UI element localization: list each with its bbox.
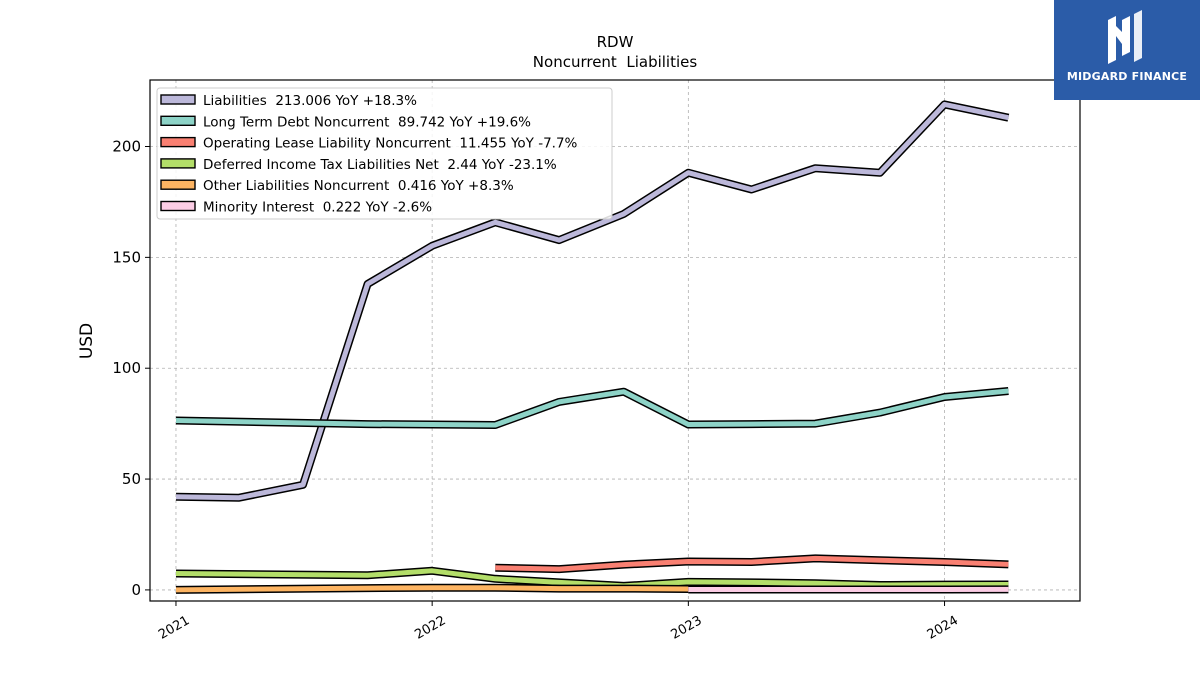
series-line-other-liabilities-noncurrent — [175, 585, 689, 593]
series-line-long-term-debt-noncurrent — [175, 388, 1009, 428]
legend-box — [156, 87, 613, 220]
chart-title: RDW — [597, 33, 634, 51]
y-tick-label: 150 — [112, 248, 141, 266]
legend-swatch — [160, 136, 196, 148]
x-tick-label: 2021 — [156, 613, 192, 643]
plot-frame — [149, 79, 1081, 602]
legend-label: Minority Interest 0.222 YoY -2.6% — [203, 200, 432, 216]
legend-label: Deferred Income Tax Liabilities Net 2.44… — [203, 157, 557, 173]
legend: Liabilities 213.006 YoY +18.3% Long Term … — [156, 87, 613, 220]
legend-label: Liabilities 213.006 YoY +18.3% — [203, 93, 417, 109]
series-layer — [175, 100, 1010, 594]
logo-text: MIDGARD FINANCE — [1066, 70, 1188, 83]
series-line-liabilities — [175, 101, 1009, 501]
legend-label: Other Liabilities Noncurrent 0.416 YoY +… — [203, 178, 514, 194]
y-tick-label: 0 — [131, 581, 141, 599]
y-tick-label: 200 — [112, 138, 141, 156]
brand-logo: MIDGARD FINANCE — [1054, 0, 1200, 100]
y-axis-label: USD — [77, 323, 97, 359]
x-tick-label: 2023 — [669, 613, 705, 643]
y-tick-label: 50 — [122, 470, 141, 488]
legend-swatch — [160, 179, 196, 190]
x-tick-label: 2022 — [412, 613, 448, 643]
legend-swatch — [160, 200, 196, 212]
legend-swatch — [160, 115, 196, 127]
y-tick-label: 100 — [112, 359, 141, 377]
series-line-deferred-income-tax-liabilities-net — [175, 568, 1009, 589]
logo-mark-icon — [1108, 10, 1142, 64]
chart-subtitle: Noncurrent Liabilities — [533, 53, 698, 71]
series-line-operating-lease-liability-noncurrent — [495, 555, 1009, 572]
legend-swatch — [160, 158, 196, 169]
x-tick-label: 2024 — [925, 613, 961, 643]
legend-label: Long Term Debt Noncurrent 89.742 YoY +19… — [203, 114, 531, 130]
legend-label: Operating Lease Liability Noncurrent 11.… — [203, 136, 578, 152]
legend-swatch — [160, 94, 196, 105]
